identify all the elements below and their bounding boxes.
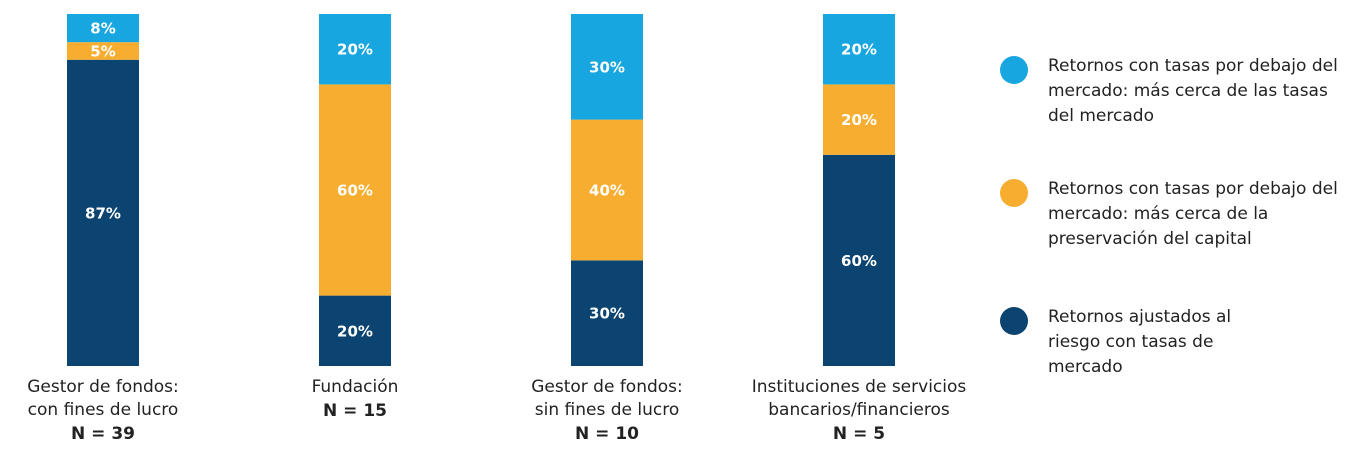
bar-segment xyxy=(571,119,643,261)
bar-segment xyxy=(319,84,391,296)
bar-segment xyxy=(319,14,391,85)
category-label: Instituciones de servicios bancarios/fin… xyxy=(751,377,967,420)
value-label: 60% xyxy=(841,252,877,270)
category-label: Gestor de fondos: con fines de lucro xyxy=(27,377,179,420)
bar-segment xyxy=(823,154,895,366)
bar-segment xyxy=(319,295,391,366)
legend-swatch xyxy=(1000,307,1028,335)
value-label: 87% xyxy=(85,204,121,222)
bar-segment xyxy=(67,14,139,43)
value-label: 20% xyxy=(337,322,373,340)
value-label: 5% xyxy=(90,42,115,60)
sample-size: N = 39 xyxy=(71,424,135,444)
legend-label: Retornos ajustados al riesgo con tasas d… xyxy=(1048,307,1232,377)
bar-segment xyxy=(67,42,139,60)
legend-swatch xyxy=(1000,56,1028,84)
category-label: Fundación xyxy=(311,377,399,397)
sample-size: N = 5 xyxy=(832,424,886,444)
value-label: 20% xyxy=(337,41,373,59)
value-label: 8% xyxy=(90,20,115,38)
bar-segment xyxy=(823,14,895,85)
value-label: 20% xyxy=(841,41,877,59)
bar-segment xyxy=(823,84,895,155)
bar-segment xyxy=(571,260,643,366)
bar-segment xyxy=(571,14,643,120)
sample-size: N = 10 xyxy=(575,424,639,444)
value-label: 40% xyxy=(589,182,625,200)
bar-segment xyxy=(67,59,139,366)
legend-swatch xyxy=(1000,179,1028,207)
legend-label: Retornos con tasas por debajo del mercad… xyxy=(1048,179,1338,249)
sample-size: N = 15 xyxy=(323,401,387,421)
category-label: Gestor de fondos: sin fines de lucro xyxy=(531,377,683,420)
value-label: 20% xyxy=(841,111,877,129)
value-label: 30% xyxy=(589,58,625,76)
value-label: 60% xyxy=(337,182,373,200)
legend-label: Retornos con tasas por debajo del mercad… xyxy=(1048,56,1338,126)
value-label: 30% xyxy=(589,305,625,323)
